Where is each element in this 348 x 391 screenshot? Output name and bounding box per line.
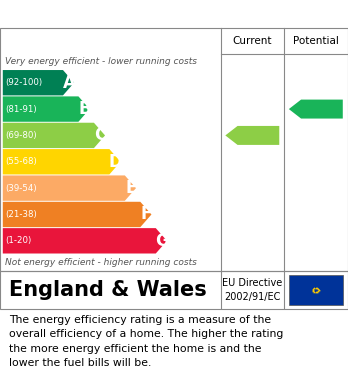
Text: Not energy efficient - higher running costs: Not energy efficient - higher running co… <box>5 258 197 267</box>
Polygon shape <box>3 228 167 253</box>
Polygon shape <box>226 126 279 145</box>
Text: The energy efficiency rating is a measure of the
overall efficiency of a home. T: The energy efficiency rating is a measur… <box>9 315 283 368</box>
Text: F: F <box>141 205 152 224</box>
Polygon shape <box>3 70 74 95</box>
Text: (55-68): (55-68) <box>5 157 37 166</box>
Text: EU Directive
2002/91/EC: EU Directive 2002/91/EC <box>222 278 283 301</box>
Text: (39-54): (39-54) <box>5 184 37 193</box>
Text: Current: Current <box>232 36 272 46</box>
Text: B: B <box>78 100 91 118</box>
Polygon shape <box>3 97 89 122</box>
Text: (81-91): (81-91) <box>5 104 37 113</box>
Polygon shape <box>3 123 105 148</box>
Bar <box>289 275 343 305</box>
Polygon shape <box>3 149 120 174</box>
Text: Potential: Potential <box>293 36 339 46</box>
Text: Very energy efficient - lower running costs: Very energy efficient - lower running co… <box>5 57 197 66</box>
Polygon shape <box>289 100 343 118</box>
Polygon shape <box>3 202 151 227</box>
Text: C: C <box>94 126 106 144</box>
Text: E: E <box>125 179 137 197</box>
Text: (69-80): (69-80) <box>5 131 37 140</box>
Text: (92-100): (92-100) <box>5 78 42 87</box>
Text: A: A <box>63 74 76 92</box>
Polygon shape <box>3 176 136 201</box>
Text: Energy Efficiency Rating: Energy Efficiency Rating <box>9 5 238 23</box>
Text: G: G <box>155 232 169 250</box>
Text: 78: 78 <box>246 128 266 142</box>
Text: (1-20): (1-20) <box>5 236 31 245</box>
Text: 90: 90 <box>310 102 329 116</box>
Text: England & Wales: England & Wales <box>9 280 206 300</box>
Text: (21-38): (21-38) <box>5 210 37 219</box>
Text: D: D <box>109 153 122 171</box>
